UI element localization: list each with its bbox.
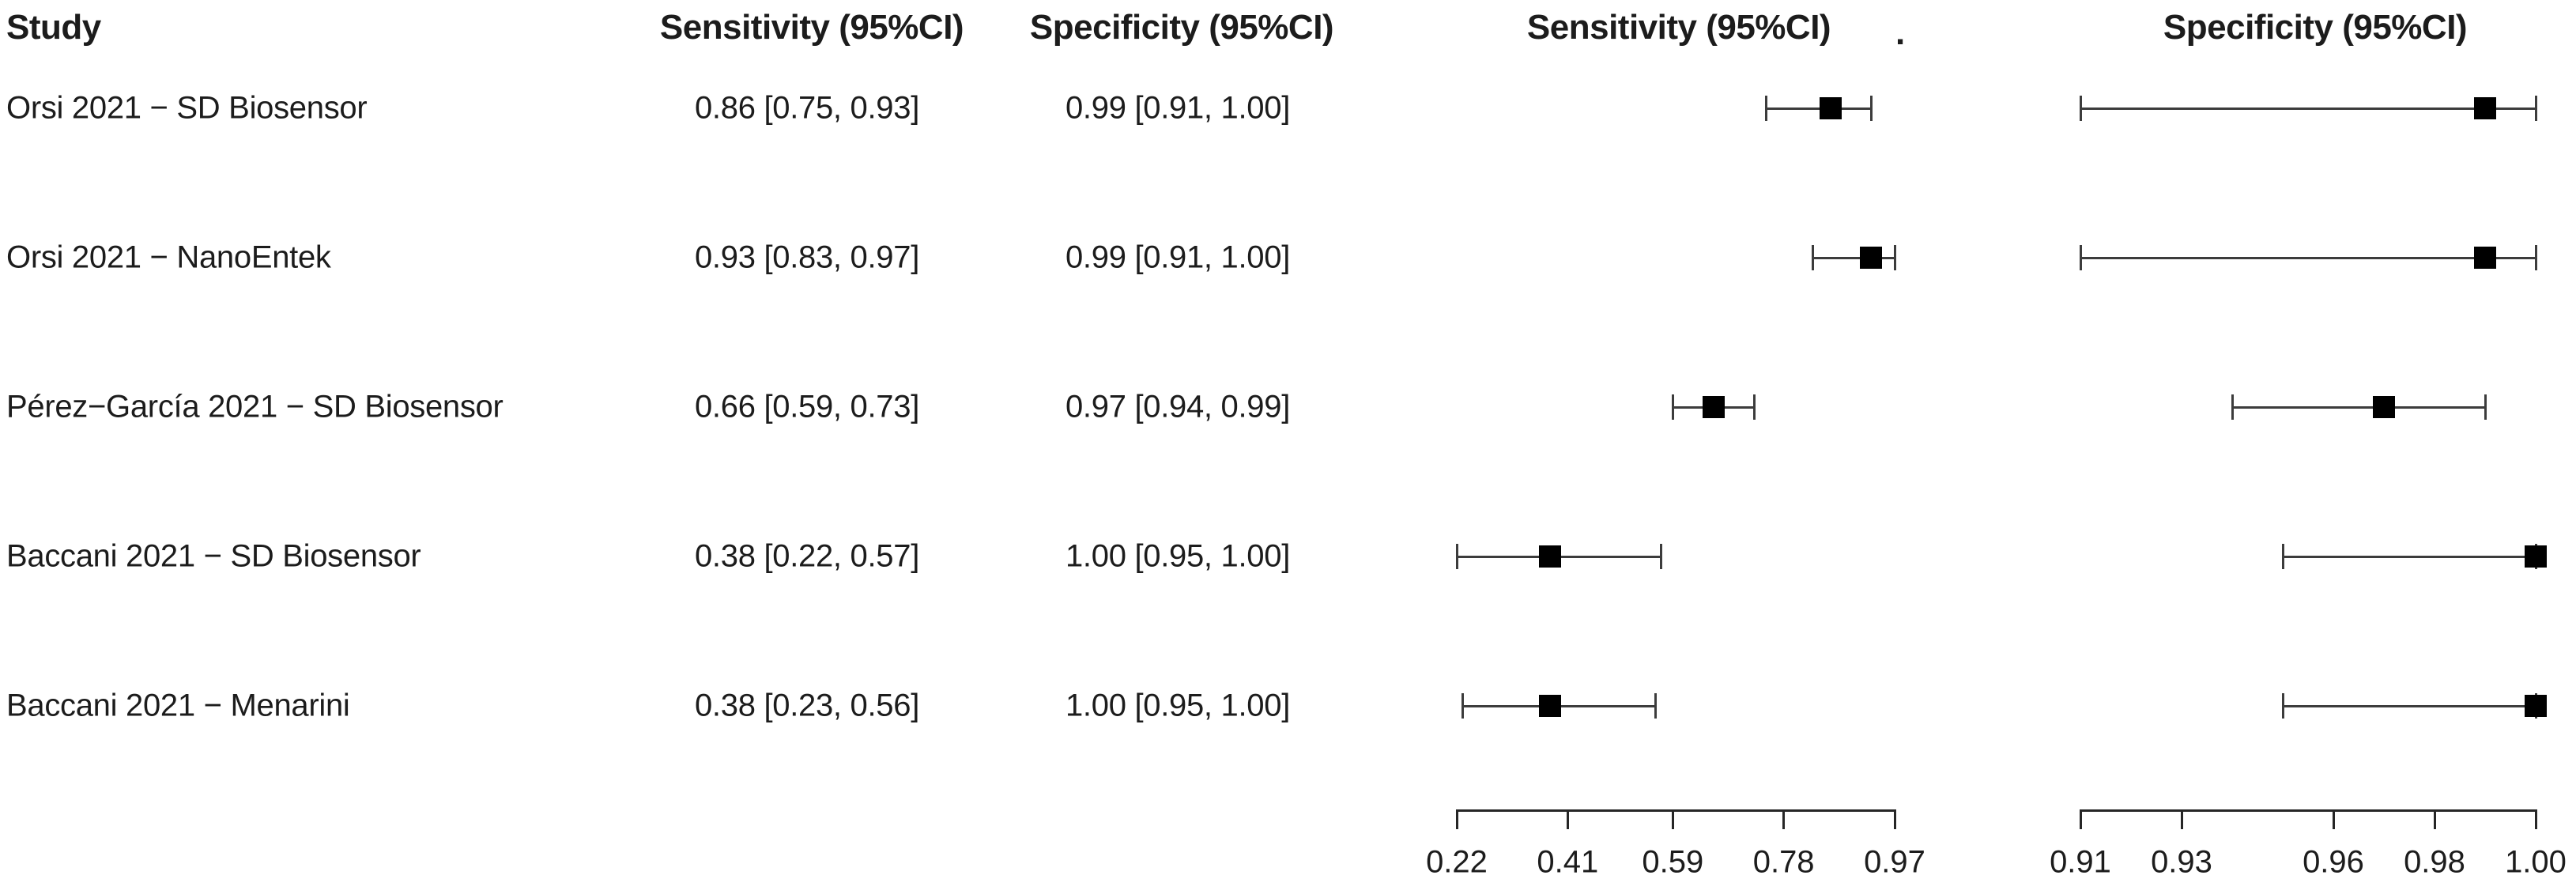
sensitivity-ci-cap-high	[1654, 693, 1657, 719]
sensitivity-value-label: 0.66 [0.59, 0.73]	[694, 389, 920, 424]
specificity-axis-tick-label: 0.91	[2050, 844, 2111, 880]
specificity-ci-cap-low	[2079, 245, 2082, 270]
sensitivity-axis-tick	[1782, 810, 1786, 829]
specificity-point-marker	[2525, 695, 2547, 717]
specificity-ci-cap-low	[2231, 394, 2234, 420]
sensitivity-axis-tick-label: 0.59	[1642, 844, 1704, 880]
sensitivity-ci-cap-high	[1869, 96, 1873, 121]
specificity-point-marker	[2474, 247, 2496, 269]
specificity-axis-tick-label: 0.96	[2303, 844, 2364, 880]
sensitivity-value-label: 0.86 [0.75, 0.93]	[694, 90, 920, 126]
sensitivity-ci-line	[1766, 107, 1872, 110]
column-header-study: Study	[6, 8, 101, 47]
sensitivity-axis-tick	[1671, 810, 1674, 829]
sensitivity-ci-cap-high	[1660, 544, 1663, 569]
specificity-ci-cap-high	[2484, 394, 2487, 420]
sensitivity-point-marker	[1539, 695, 1562, 717]
specificity-point-marker	[2373, 396, 2395, 418]
sensitivity-axis-line	[1455, 809, 1896, 812]
specificity-axis-tick	[2180, 810, 2183, 829]
study-label: Pérez−García 2021 − SD Biosensor	[6, 389, 504, 424]
specificity-axis-tick-label: 0.98	[2404, 844, 2465, 880]
specificity-ci-cap-low	[2281, 693, 2284, 719]
specificity-axis-tick	[2433, 810, 2436, 829]
specificity-axis-tick	[2332, 810, 2335, 829]
specificity-axis-tick	[2534, 810, 2537, 829]
stray-period-mark: .	[1895, 13, 1906, 52]
sensitivity-axis-tick	[1893, 810, 1896, 829]
column-header-sensitivity-values: Sensitivity (95%CI)	[659, 8, 964, 47]
sensitivity-axis-tick-label: 0.97	[1864, 844, 1925, 880]
specificity-ci-line	[2232, 406, 2485, 409]
specificity-ci-cap-high	[2534, 245, 2537, 270]
specificity-ci-line	[2080, 256, 2536, 259]
sensitivity-ci-cap-high	[1893, 245, 1896, 270]
sensitivity-ci-cap-low	[1455, 544, 1458, 569]
sensitivity-ci-cap-low	[1461, 693, 1464, 719]
specificity-value-label: 0.99 [0.91, 1.00]	[1065, 240, 1291, 275]
specificity-ci-line	[2080, 107, 2536, 110]
sensitivity-ci-cap-low	[1764, 96, 1767, 121]
specificity-ci-line	[2283, 555, 2536, 558]
study-label: Baccani 2021 − SD Biosensor	[6, 538, 421, 574]
specificity-ci-cap-low	[2079, 96, 2082, 121]
sensitivity-value-label: 0.38 [0.22, 0.57]	[694, 538, 920, 574]
sensitivity-point-marker	[1860, 247, 1883, 269]
sensitivity-axis-tick-label: 0.22	[1426, 844, 1488, 880]
specificity-ci-line	[2283, 704, 2536, 707]
sensitivity-ci-cap-low	[1812, 245, 1815, 270]
column-header-sensitivity-plot: Sensitivity (95%CI)	[1526, 8, 1831, 47]
column-header-specificity-plot: Specificity (95%CI)	[2163, 8, 2468, 47]
study-label: Orsi 2021 − NanoEntek	[6, 240, 331, 275]
sensitivity-ci-line	[1812, 256, 1895, 259]
sensitivity-point-marker	[1703, 396, 1725, 418]
sensitivity-axis-tick	[1566, 810, 1569, 829]
specificity-axis-tick	[2079, 810, 2082, 829]
sensitivity-point-marker	[1819, 97, 1842, 119]
specificity-value-label: 0.99 [0.91, 1.00]	[1065, 90, 1291, 126]
specificity-value-label: 0.97 [0.94, 0.99]	[1065, 389, 1291, 424]
sensitivity-ci-cap-low	[1671, 394, 1674, 420]
specificity-point-marker	[2474, 97, 2496, 119]
study-label: Baccani 2021 − Menarini	[6, 688, 350, 723]
sensitivity-point-marker	[1539, 545, 1562, 568]
sensitivity-axis-tick-label: 0.78	[1752, 844, 1815, 880]
specificity-axis-tick-label: 1.00	[2505, 844, 2567, 880]
specificity-value-label: 1.00 [0.95, 1.00]	[1065, 688, 1291, 723]
sensitivity-axis-tick	[1455, 810, 1458, 829]
specificity-axis-line	[2079, 809, 2537, 812]
specificity-value-label: 1.00 [0.95, 1.00]	[1065, 538, 1291, 574]
specificity-ci-cap-high	[2534, 96, 2537, 121]
sensitivity-value-label: 0.38 [0.23, 0.56]	[694, 688, 920, 723]
column-header-specificity-values: Specificity (95%CI)	[1029, 8, 1334, 47]
specificity-axis-tick-label: 0.93	[2151, 844, 2212, 880]
study-label: Orsi 2021 − SD Biosensor	[6, 90, 368, 126]
specificity-ci-cap-low	[2281, 544, 2284, 569]
sensitivity-value-label: 0.93 [0.83, 0.97]	[694, 240, 920, 275]
sensitivity-axis-tick-label: 0.41	[1537, 844, 1599, 880]
sensitivity-ci-cap-high	[1753, 394, 1756, 420]
specificity-point-marker	[2525, 545, 2547, 568]
